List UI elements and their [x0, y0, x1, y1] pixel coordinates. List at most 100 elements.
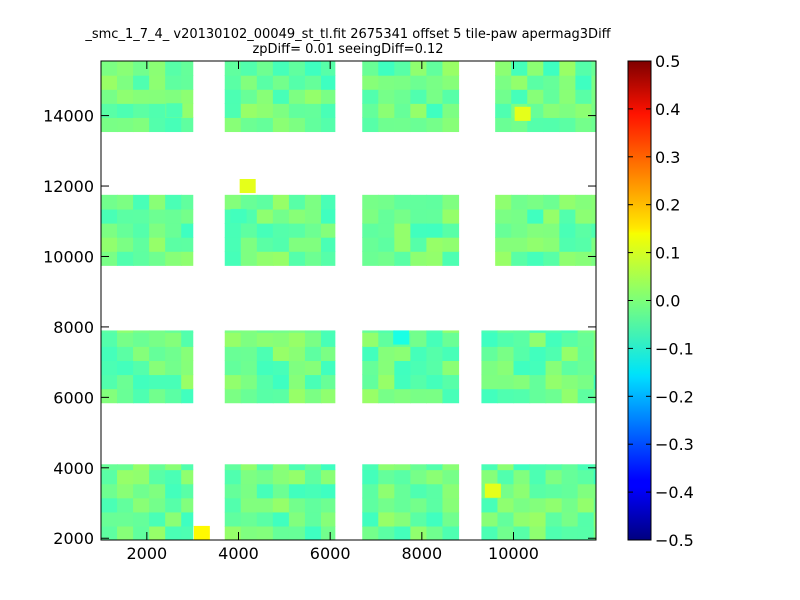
heatmap-cell [559, 89, 576, 104]
heatmap-cell [165, 483, 182, 499]
heatmap-cell [410, 525, 428, 540]
heatmap-cell [240, 223, 258, 238]
heatmap-cell [288, 208, 306, 224]
heatmap-cell [442, 374, 460, 390]
heatmap-cell [256, 223, 274, 238]
heatmap-cell [591, 61, 596, 76]
heatmap-cell [272, 194, 290, 210]
heatmap-cell [288, 89, 306, 104]
heatmap-cell [495, 251, 512, 266]
heatmap-cell [117, 497, 134, 513]
heatmap-cell [442, 346, 460, 361]
heatmap-cell [481, 497, 499, 513]
heatmap-cell [101, 374, 118, 390]
heatmap-cell [288, 194, 306, 210]
heatmap-cell [240, 251, 258, 266]
heatmap-cell [165, 223, 182, 238]
heatmap-cell [149, 330, 166, 333]
heatmap-cell [529, 374, 547, 390]
heatmap-cell [543, 117, 560, 133]
heatmap-cell [304, 388, 322, 404]
heatmap-cell [224, 388, 242, 404]
heatmap-cell [362, 194, 379, 210]
heatmap-cell [577, 388, 595, 404]
heatmap-cell [442, 237, 460, 252]
heatmap-cell [378, 469, 395, 485]
heatmap-cell [224, 194, 242, 210]
heatmap-cell [593, 464, 596, 471]
heatmap-cell [256, 332, 274, 347]
heatmap-cell [481, 511, 499, 527]
heatmap-cell [513, 346, 531, 361]
heatmap-cell [545, 497, 563, 513]
heatmap-cell [497, 469, 515, 485]
heatmap-cell [577, 511, 595, 527]
heatmap-cell [527, 223, 544, 238]
heatmap-cell [593, 388, 596, 404]
heatmap-cell-notable [484, 483, 501, 498]
heatmap-cell [181, 103, 194, 118]
heatmap-cell [224, 483, 242, 499]
heatmap-cell [240, 89, 258, 104]
heatmap-cell [181, 332, 194, 347]
heatmap-cell [545, 330, 563, 333]
heatmap-cell [378, 117, 395, 133]
heatmap-cell [410, 388, 428, 404]
heatmap-cell [224, 525, 242, 540]
heatmap-cell [117, 360, 134, 376]
heatmap-cell [442, 251, 460, 266]
heatmap-cell [410, 103, 428, 118]
heatmap-cell [165, 208, 182, 224]
heatmap-cell [577, 525, 595, 540]
heatmap-cell [256, 251, 274, 266]
chart-subtitle: zpDiff= 0.01 seeingDiff=0.12 [252, 42, 443, 57]
heatmap-cell [575, 103, 593, 118]
heatmap-cell [362, 360, 379, 376]
heatmap-cell [410, 89, 428, 104]
heatmap-cell [410, 237, 428, 252]
heatmap-cell [240, 103, 258, 118]
heatmap-cell [117, 464, 134, 471]
heatmap-cell [272, 117, 290, 133]
heatmap-cell [101, 525, 118, 540]
heatmap-cell [149, 374, 166, 390]
heatmap-cell [513, 483, 531, 499]
colorbar-tick-label: −0.5 [655, 531, 694, 550]
heatmap-cell [481, 374, 499, 390]
heatmap-cell [511, 117, 528, 133]
heatmap-cell [256, 330, 274, 333]
heatmap-cell [256, 497, 274, 513]
heatmap-cell [117, 483, 134, 499]
heatmap-cell [426, 388, 444, 404]
heatmap-cell [591, 117, 596, 133]
heatmap-cell [426, 330, 444, 333]
heatmap-cell [426, 75, 444, 90]
heatmap-cell [321, 525, 336, 540]
heatmap-cell [321, 89, 336, 104]
heatmap-cell [495, 89, 512, 104]
heatmap-cell [378, 511, 395, 527]
heatmap-cell [149, 251, 166, 266]
heatmap-cell [561, 464, 579, 471]
heatmap-cell [394, 223, 411, 238]
heatmap-cell [101, 251, 118, 266]
heatmap-cell [511, 61, 528, 76]
heatmap-cell [165, 525, 182, 540]
heatmap-cell [321, 374, 336, 390]
heatmap-cell [442, 61, 460, 76]
heatmap-cell [224, 237, 242, 252]
heatmap-cell [288, 103, 306, 118]
heatmap-cell [410, 208, 428, 224]
colorbar-tick-label: 0.2 [655, 196, 680, 215]
heatmap-cell [133, 194, 150, 210]
heatmap-cell [272, 61, 290, 76]
heatmap-cell [272, 237, 290, 252]
heatmap-cell [394, 374, 411, 390]
heatmap-cell [117, 194, 134, 210]
heatmap-cell [181, 208, 194, 224]
heatmap-cell [529, 360, 547, 376]
heatmap-cell [149, 103, 166, 118]
heatmap-cell [513, 360, 531, 376]
colorbar-tick-label: 0.0 [655, 292, 680, 311]
